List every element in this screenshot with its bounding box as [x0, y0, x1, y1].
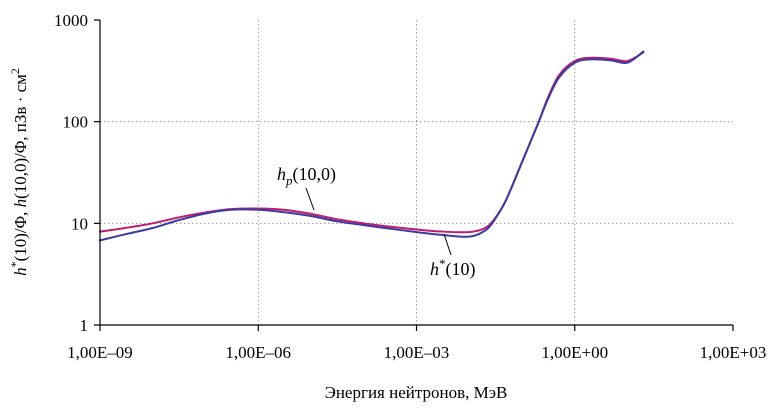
- y-tick-label: 10: [71, 214, 88, 233]
- series-layer: [99, 50, 645, 242]
- series-label-hp-text: hp(10,0): [277, 164, 336, 188]
- series-line-hstar: [99, 50, 645, 242]
- leader-line-hstar: [443, 233, 452, 256]
- series-label-hstar-text: h*(10): [430, 256, 476, 281]
- series-label-hp: hp(10,0): [277, 164, 336, 211]
- grid: [100, 20, 733, 325]
- series-label-hstar: h*(10): [430, 233, 476, 281]
- x-tick-label: 1,00E–03: [384, 343, 450, 362]
- series-line-hp: [99, 51, 645, 234]
- y-tick-label: 1000: [54, 11, 88, 30]
- x-tick-label: 1,00E+00: [541, 343, 608, 362]
- y-tick-label: 100: [63, 113, 89, 132]
- ticks: 1,00E–09 1,00E–06 1,00E–03 1,00E+00 1,00E+03…: [54, 11, 766, 362]
- x-tick-label: 1,00E–09: [67, 343, 133, 362]
- x-tick-label: 1,00E+03: [700, 343, 767, 362]
- x-tick-label: 1,00E–06: [225, 343, 291, 362]
- leader-line-hp: [305, 187, 315, 211]
- x-axis-title: Энергия нейтронов, МэВ: [325, 383, 508, 402]
- y-axis-title: h*(10)/Φ, h(10,0)/Φ, пЗв · см2: [8, 68, 30, 276]
- y-tick-label: 1: [80, 316, 89, 335]
